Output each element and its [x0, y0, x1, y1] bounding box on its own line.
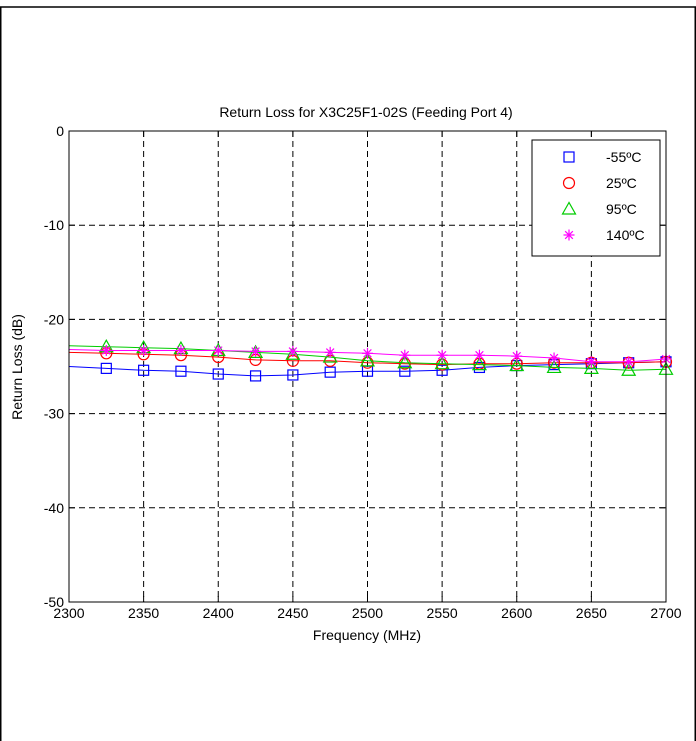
x-tick-label: 2450: [277, 605, 308, 621]
star-stroke: [251, 347, 260, 356]
star-stroke: [325, 348, 335, 357]
data-point: [212, 368, 224, 380]
legend-marker: [562, 176, 576, 190]
data-point: [397, 355, 413, 369]
y-tick-label: -20: [44, 311, 64, 327]
x-tick-label: 2300: [53, 605, 84, 621]
data-point: [399, 365, 411, 377]
x-tick-label: 2650: [576, 605, 607, 621]
data-point: [324, 346, 336, 358]
data-point: [583, 360, 599, 374]
star-stroke: [549, 353, 559, 363]
data-point: [175, 344, 187, 356]
star-stroke: [176, 346, 186, 355]
star-stroke: [213, 346, 223, 355]
star-stroke: [288, 347, 298, 356]
series-line: [68, 345, 667, 371]
x-tick-label: 2550: [427, 605, 458, 621]
star-stroke: [512, 351, 522, 361]
data-point: [287, 345, 299, 357]
chart-title: Return Loss for X3C25F1-02S (Feeding Por…: [219, 104, 512, 120]
y-tick-label: -30: [44, 406, 64, 422]
x-tick-label: 2350: [128, 605, 159, 621]
data-point: [175, 365, 187, 377]
x-tick-label: 2400: [203, 605, 234, 621]
legend-label: -55ºC: [606, 149, 641, 165]
data-point: [138, 344, 150, 356]
x-tick-label: 2500: [352, 605, 383, 621]
star-stroke: [363, 349, 372, 358]
data-point: [621, 362, 637, 376]
star-stroke: [102, 346, 111, 355]
star-stroke: [139, 346, 148, 355]
star-stroke: [624, 357, 633, 367]
data-point: [287, 369, 299, 381]
legend-box: [531, 139, 661, 257]
data-point: [324, 366, 336, 378]
y-tick-label: -50: [44, 594, 64, 610]
y-axis-label: Return Loss (dB): [9, 314, 25, 420]
legend-marker: [561, 201, 577, 215]
y-tick-label: -40: [44, 500, 64, 516]
data-point: [359, 353, 376, 367]
data-point: [285, 346, 301, 360]
data-point: [436, 364, 448, 376]
series-line: [68, 351, 667, 366]
axis-ticks: 2300 2350 2400 2450 2500 2550 2600 2650 2700 0 -10…: [44, 123, 682, 621]
x-axis-label: Frequency (MHz): [313, 627, 421, 643]
legend-marker: [563, 229, 575, 241]
data-point: [138, 364, 150, 376]
data-point: [511, 350, 523, 362]
legend-label: 95ºC: [606, 201, 637, 217]
legend: -55ºC 25ºC 95ºC 140ºC: [531, 139, 661, 257]
data-point: [436, 349, 448, 361]
data-point: [548, 352, 560, 364]
data-point: [250, 345, 262, 357]
data-point: [249, 370, 262, 382]
data-point: [212, 344, 224, 356]
x-tick-label: 2700: [650, 605, 681, 621]
data-point: [399, 349, 411, 361]
data-point: [100, 362, 112, 374]
legend-label: 25ºC: [606, 175, 637, 191]
data-point: [100, 344, 112, 356]
data-point: [473, 349, 485, 361]
data-point: [546, 359, 562, 374]
data-point: [434, 355, 450, 370]
star-stroke: [437, 350, 447, 360]
legend-marker: [563, 151, 575, 163]
series-line: [68, 361, 667, 377]
star-stroke: [400, 350, 410, 360]
data-point: [623, 356, 635, 368]
legend-label: 140ºC: [606, 227, 645, 243]
star-stroke: [587, 357, 596, 367]
data-point: [362, 347, 373, 359]
star-stroke: [564, 230, 574, 240]
y-tick-label: 0: [56, 123, 64, 139]
data-point: [585, 356, 597, 368]
star-stroke: [475, 350, 484, 360]
x-tick-label: 2600: [501, 605, 532, 621]
y-tick-label: -10: [44, 217, 64, 233]
data-point: [509, 357, 525, 372]
plot-area: 2300 2350 2400 2450 2500 2550 2600 2650 2700 0 -10…: [44, 123, 682, 621]
data-point: [471, 356, 487, 371]
